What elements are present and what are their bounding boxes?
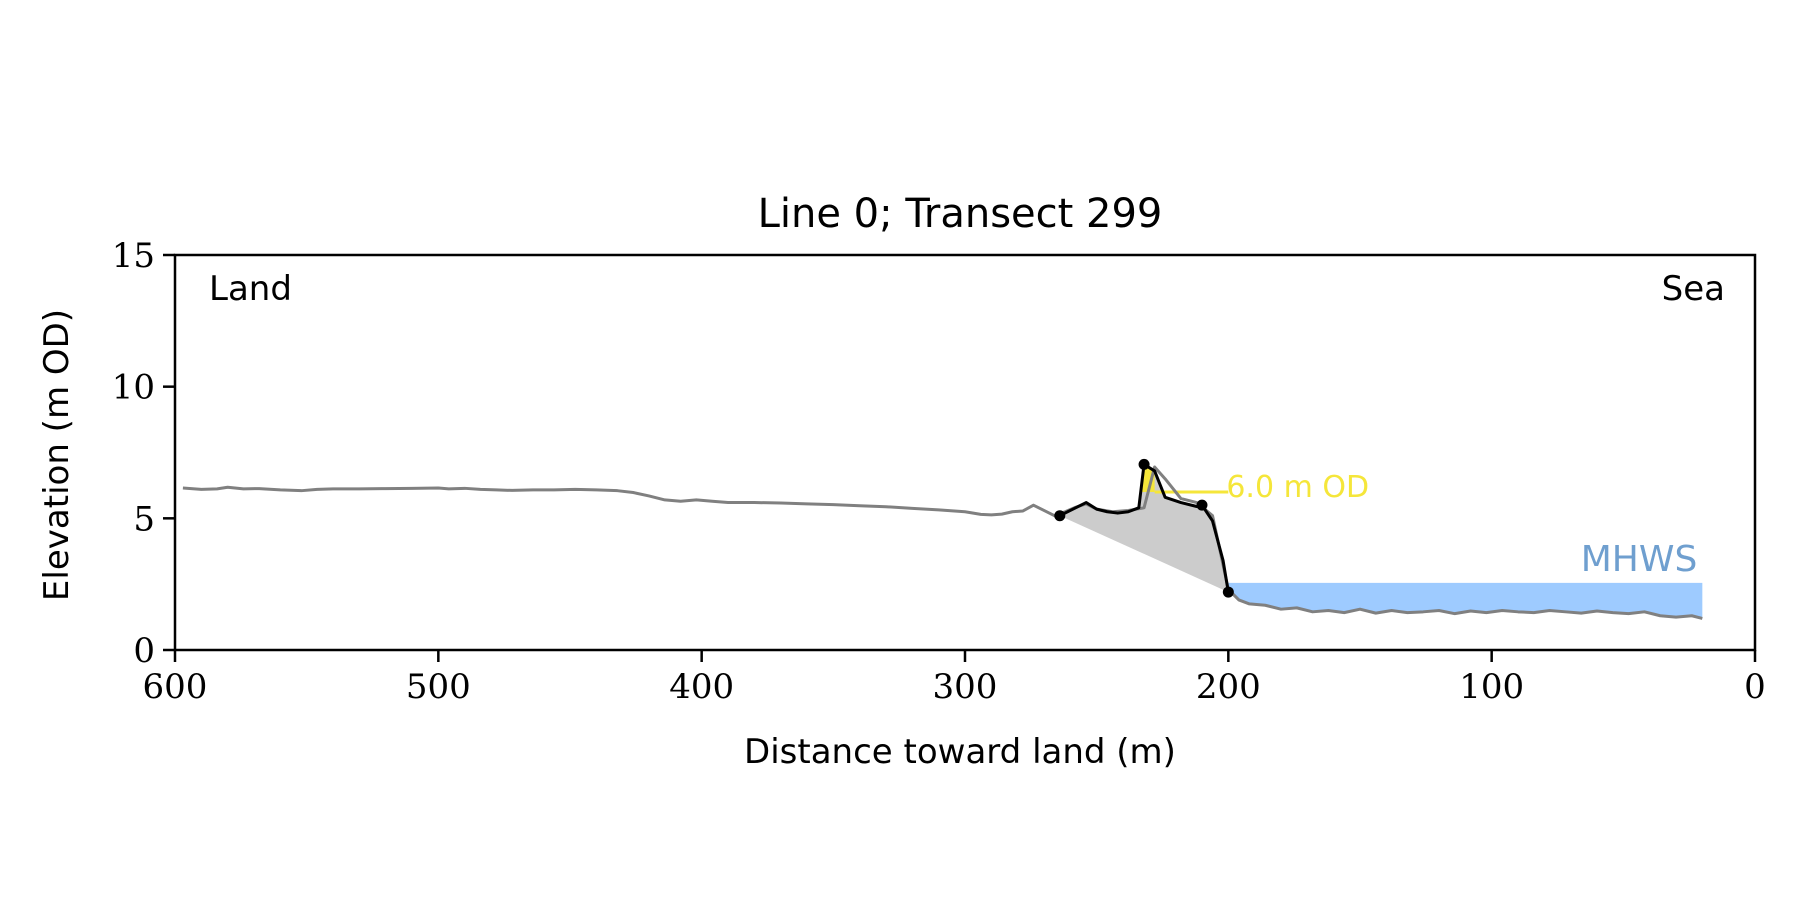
x-tick-label-200: 200 [1196,667,1261,707]
y-tick-label-0: 0 [133,631,155,671]
mhws-water-fill [1228,582,1703,619]
plot-area: 6.0 m OD MHWS Land Sea 600 500 400 300 200 100 0 0 5… [112,236,1766,707]
profile-line [182,465,1703,620]
threshold-label: 6.0 m OD [1226,470,1369,505]
x-tick-label-400: 400 [669,667,734,707]
dune-point-0 [1054,510,1066,522]
chart-title: Line 0; Transect 299 [758,191,1163,237]
x-tick-label-100: 100 [1459,667,1524,707]
y-axis-label: Elevation (m OD) [37,309,77,601]
x-tick-label-500: 500 [406,667,471,707]
y-tick-label-15: 15 [112,236,155,276]
dune-volume-fill [1059,464,1229,593]
land-label: Land [209,269,292,309]
dune-point-1 [1138,458,1150,470]
y-tick-label-10: 10 [112,368,155,408]
x-tick-label-300: 300 [933,667,998,707]
y-tick-label-5: 5 [133,499,155,539]
dune-point-3 [1222,586,1234,598]
mhws-label: MHWS [1581,539,1698,580]
x-tick-label-600: 600 [143,667,208,707]
dune-point-2 [1196,499,1208,511]
x-axis-label: Distance toward land (m) [744,732,1176,772]
sea-label: Sea [1662,269,1725,309]
x-tick-label-0: 0 [1744,667,1766,707]
